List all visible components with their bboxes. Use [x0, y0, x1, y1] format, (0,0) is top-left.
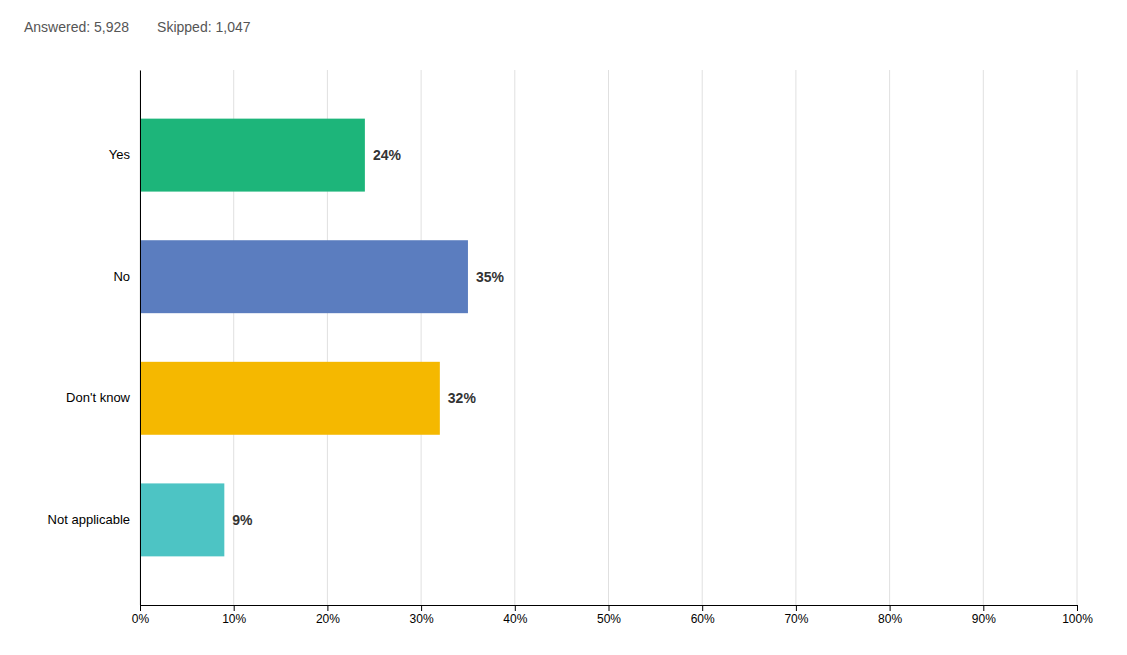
x-axis: 0% 10% 20% 30% 40% 50% 60% 70% 80% 90% 100%: [132, 605, 1093, 626]
x-tick-mark: [609, 605, 610, 611]
x-tick-mark: [1077, 605, 1078, 611]
x-tick: 40%: [503, 605, 527, 626]
x-tick: 70%: [784, 605, 808, 626]
y-tick-label: No: [113, 269, 130, 284]
data-label: 35%: [476, 269, 505, 285]
x-tick-label: 80%: [878, 612, 902, 626]
chart: Answered: 5,928 Skipped: 1,047 24% 35% 32% 9%…: [0, 0, 1127, 655]
x-tick-label: 10%: [222, 612, 246, 626]
x-tick-mark: [421, 605, 422, 611]
x-tick: 0%: [132, 605, 150, 626]
y-axis: Yes No Don't know Not applicable: [48, 71, 141, 606]
y-tick: Not applicable: [48, 512, 140, 527]
y-tick: Don't know: [66, 390, 140, 405]
x-tick: 100%: [1062, 605, 1093, 626]
bar: [140, 240, 468, 313]
x-tick-mark: [515, 605, 516, 611]
grid-line: [702, 70, 703, 605]
y-tick: No: [113, 269, 140, 284]
plot: 24% 35% 32% 9% 0% 10% 20% 30% 40% 50% 60% 70% 80% 90%…: [48, 70, 1094, 626]
grid-line: [608, 70, 609, 605]
x-tick: 60%: [691, 605, 715, 626]
bar: [140, 483, 224, 556]
grid-line: [983, 70, 984, 605]
grid-line: [889, 70, 890, 605]
x-tick-label: 40%: [503, 612, 527, 626]
x-tick: 80%: [878, 605, 902, 626]
x-axis-line: [141, 606, 1078, 612]
x-tick-label: 70%: [784, 612, 808, 626]
y-tick-label: Not applicable: [48, 512, 130, 527]
x-tick: 10%: [222, 605, 246, 626]
x-tick-mark: [327, 605, 328, 611]
grid-line: [140, 70, 141, 605]
y-tick: Yes: [109, 147, 140, 162]
x-tick-mark: [140, 605, 141, 611]
header: Answered: 5,928 Skipped: 1,047: [24, 19, 251, 35]
annotation: Skipped: 1,047: [157, 19, 251, 35]
annotation: Answered: 5,928: [24, 19, 129, 35]
x-tick-label: 90%: [972, 612, 996, 626]
x-tick-label: 60%: [691, 612, 715, 626]
bar: [140, 119, 365, 192]
y-tick-label: Yes: [109, 147, 131, 162]
y-tick-label: Don't know: [66, 390, 131, 405]
grid-line: [421, 70, 422, 605]
grid: [140, 70, 1077, 605]
bar: [140, 362, 440, 435]
data-labels: 24% 35% 32% 9%: [232, 147, 504, 528]
x-tick: 90%: [972, 605, 996, 626]
bars: [140, 119, 468, 557]
x-tick-label: 50%: [597, 612, 621, 626]
grid-line: [1077, 70, 1078, 605]
grid-line: [514, 70, 515, 605]
x-tick: 20%: [316, 605, 340, 626]
x-tick-label: 100%: [1062, 612, 1093, 626]
data-label: 9%: [232, 512, 253, 528]
x-tick-mark: [702, 605, 703, 611]
data-label: 32%: [448, 390, 477, 406]
x-tick-label: 30%: [410, 612, 434, 626]
x-tick-mark: [234, 605, 235, 611]
x-tick-mark: [796, 605, 797, 611]
x-tick: 30%: [410, 605, 434, 626]
x-tick: 50%: [597, 605, 621, 626]
data-label: 24%: [373, 147, 402, 163]
x-tick-label: 20%: [316, 612, 340, 626]
x-tick-mark: [983, 605, 984, 611]
x-tick-label: 0%: [132, 612, 150, 626]
y-axis-line: [140, 71, 141, 606]
x-tick-mark: [890, 605, 891, 611]
grid-line: [795, 70, 796, 605]
